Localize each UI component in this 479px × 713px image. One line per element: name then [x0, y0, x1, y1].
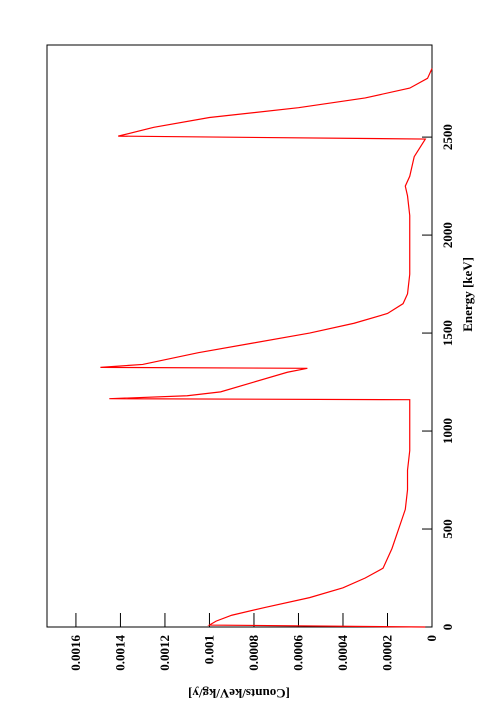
- x-axis-title: Energy [keV]: [460, 257, 475, 332]
- y-tick-label: 0.001: [201, 635, 216, 664]
- y-tick-label: 0.0004: [335, 635, 350, 671]
- x-tick-label: 2500: [440, 124, 455, 150]
- x-tick-label: 0: [440, 624, 455, 631]
- x-tick-label: 1000: [440, 418, 455, 444]
- y-tick-label: 0.0016: [68, 635, 83, 671]
- y-tick-label: 0.0002: [379, 635, 394, 671]
- spectrum-line: [100, 68, 433, 628]
- y-tick-label: 0.0008: [246, 635, 261, 671]
- y-tick-label: 0: [424, 635, 439, 642]
- x-tick-label: 500: [440, 519, 455, 539]
- plot-frame: [46, 44, 433, 628]
- x-tick-label: 2000: [440, 222, 455, 248]
- y-tick-label: 0.0012: [157, 635, 172, 671]
- y-axis-title: [Counts/keV/kg/y]: [188, 686, 290, 701]
- rotated-plot: 0 500 1000 1500 2000 2500 0 0.0002 0.0004 0.0006 0…: [46, 44, 475, 701]
- y-tick-label: 0.0006: [290, 635, 305, 671]
- y-tick-label: 0.0014: [112, 635, 127, 671]
- x-tick-label: 1500: [440, 320, 455, 346]
